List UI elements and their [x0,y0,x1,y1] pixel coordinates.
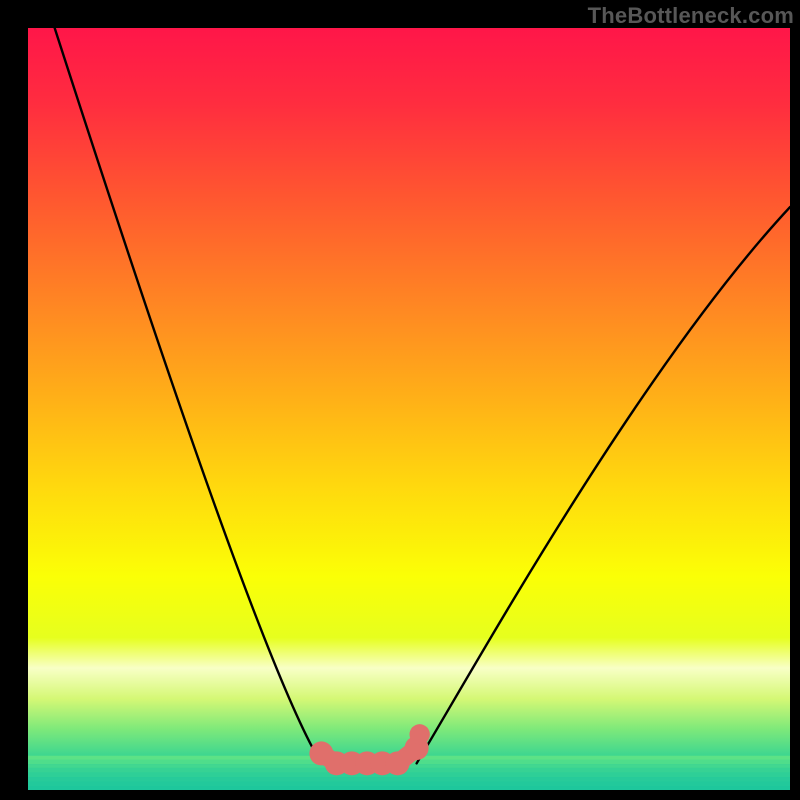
band [28,777,790,782]
plot-background [28,28,790,790]
band [28,772,790,777]
watermark-text: TheBottleneck.com [588,3,794,29]
marker-dot [386,751,410,775]
band [28,782,790,787]
chart-stage: TheBottleneck.com [0,0,800,800]
band [28,786,790,790]
band [28,768,790,773]
bottleneck-chart [0,0,800,800]
marker-dot-detached [409,724,429,744]
